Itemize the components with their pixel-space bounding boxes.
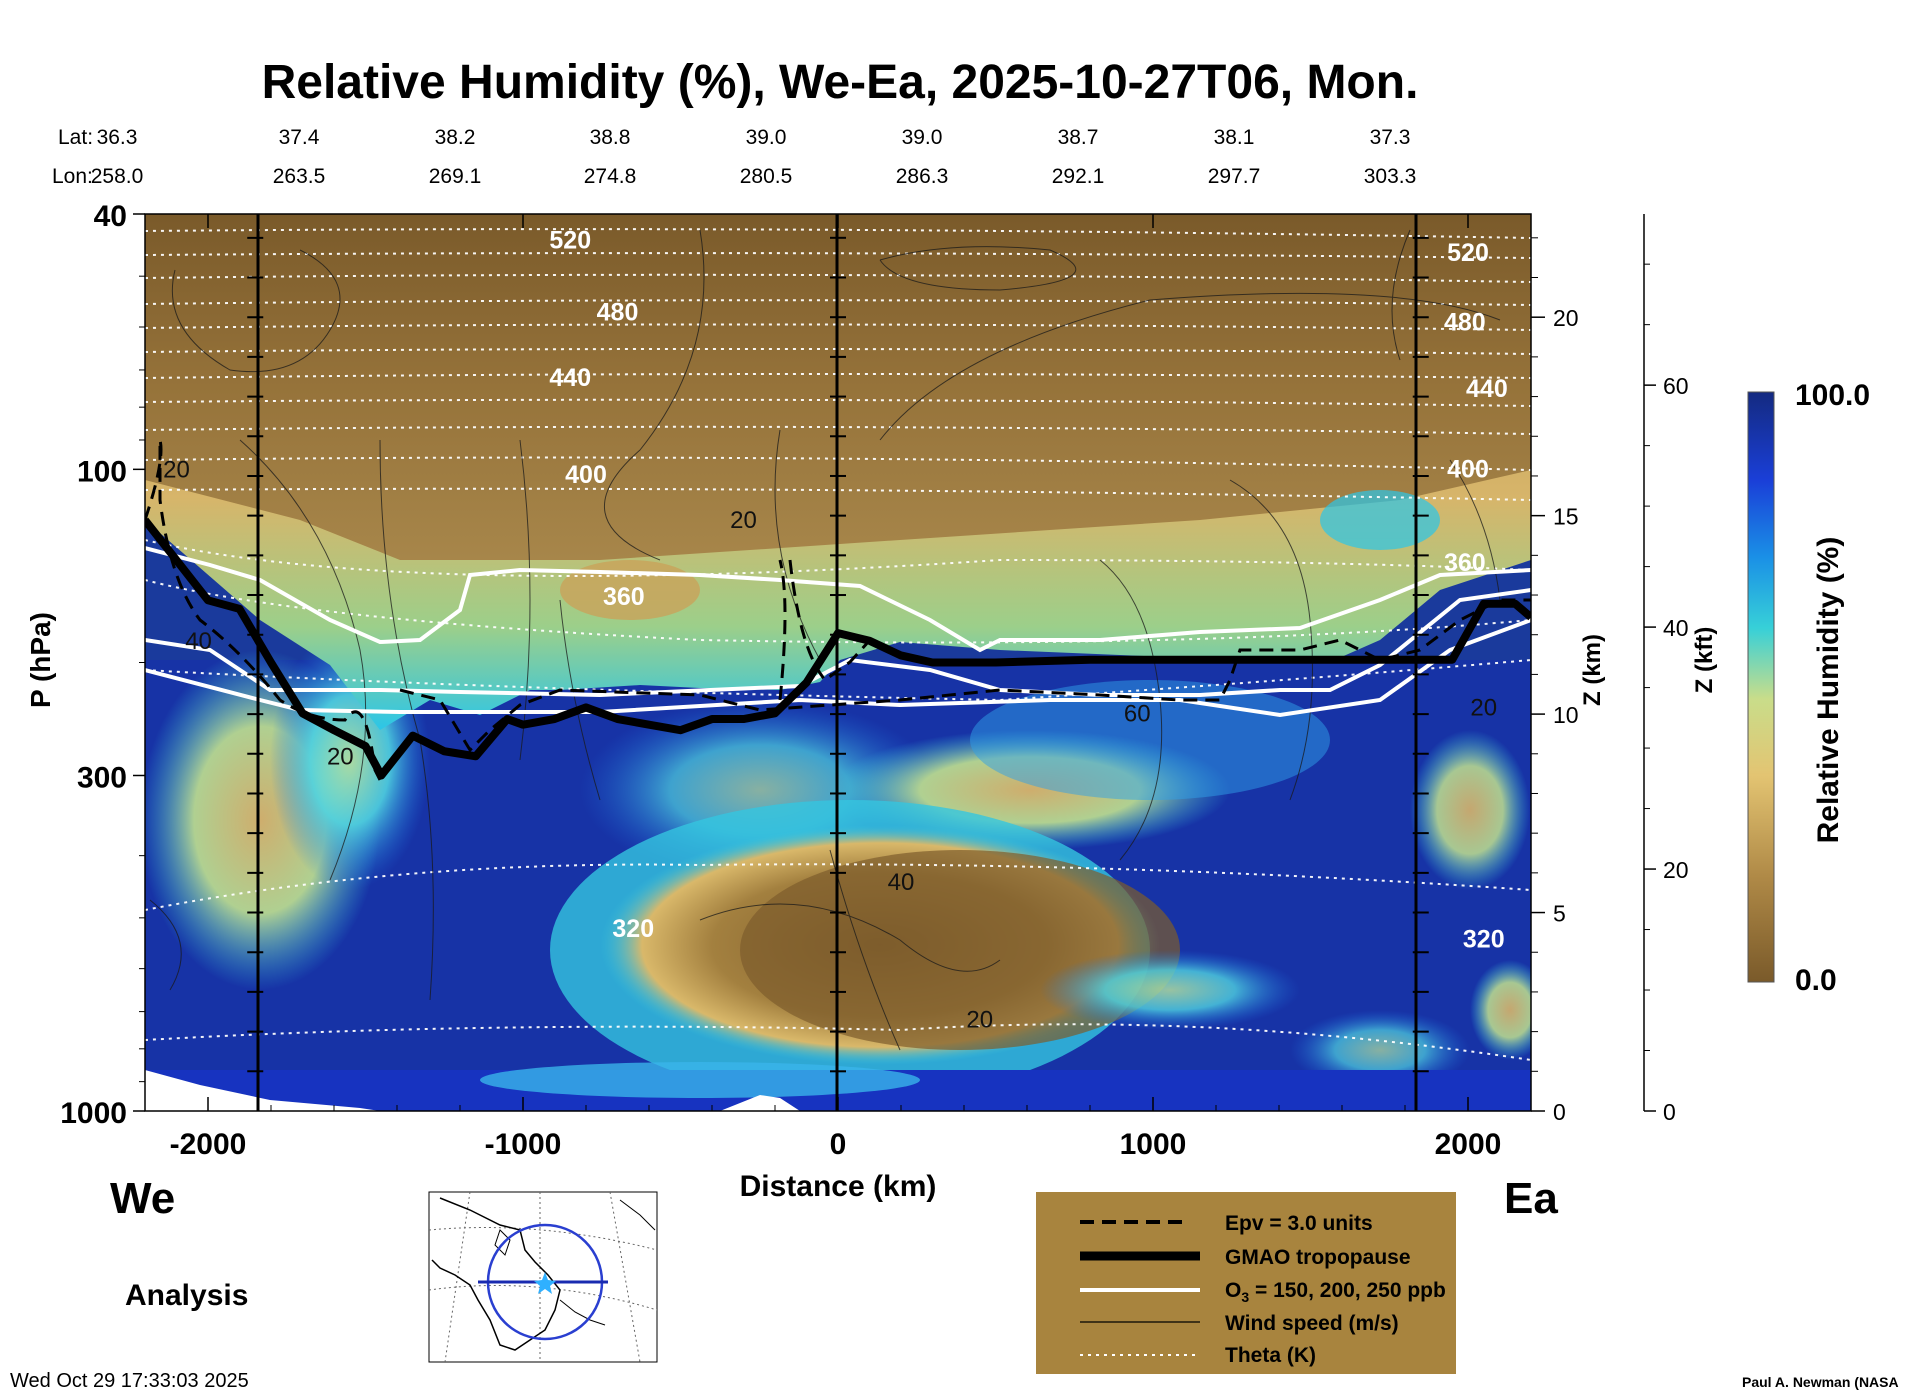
inset-map [428,1191,658,1363]
x-tick-label: 2000 [1435,1128,1502,1161]
x-tick-label: 0 [830,1128,847,1161]
wind-label: 20 [163,456,190,483]
lat-label: Lat: [58,126,93,149]
legend-theta: Theta (K) [1225,1344,1316,1367]
y-axis-label: P (hPa) [25,612,56,708]
wind-contour-labels: 20 40 20 20 40 20 60 20 [163,456,1497,1033]
lat-value: 38.8 [590,126,631,149]
rh-field: 520 480 440 400 360 320 520 480 440 400 360 320 20 4… [145,214,1531,1111]
wind-label: 20 [966,1006,993,1033]
lat-value: 37.4 [279,126,320,149]
theta-contour-labels: 520 480 440 400 360 320 520 480 440 400 360 320 [549,227,1507,954]
legend-ozone-suffix: = 150, 200, 250 ppb [1249,1279,1446,1302]
east-label: Ea [1504,1174,1558,1223]
p-tick-label: 100 [77,455,127,488]
lat-value: 38.7 [1058,126,1099,149]
lon-value: 297.7 [1208,165,1261,188]
lon-value: 263.5 [273,165,326,188]
wind-label: 20 [730,507,757,534]
x-tick-label: -1000 [485,1128,562,1161]
wind-label: 40 [185,628,212,655]
legend-wind: Wind speed (m/s) [1225,1312,1399,1335]
timestamp: Wed Oct 29 17:33:03 2025 [10,1370,249,1392]
legend-epv: Epv = 3.0 units [1225,1212,1373,1235]
z-kft-tick-label: 60 [1663,373,1689,399]
lat-value: 36.3 [97,126,138,149]
west-label: We [110,1174,175,1223]
theta-label: 400 [565,461,607,489]
legend-ozone-sub: 3 [1241,1289,1249,1305]
theta-label: 480 [1444,308,1486,336]
z-kft-axis-ticks: 0 20 40 60 [1644,263,1689,1125]
theta-label: 400 [1447,455,1489,483]
colorbar-title: Relative Humidity (%) [1812,537,1845,844]
p-tick-label: 1000 [60,1097,127,1130]
theta-label: 360 [1444,549,1486,577]
z-kft-tick-label: 20 [1663,857,1689,883]
z-km-tick-label: 15 [1553,504,1579,530]
x-axis-label: Distance (km) [740,1170,937,1203]
theta-label: 520 [549,227,591,255]
z-kft-axis-label: Z (kft) [1691,627,1718,694]
theta-label: 320 [612,915,654,943]
wind-label: 20 [1470,694,1497,721]
lon-value: 269.1 [429,165,482,188]
analysis-label: Analysis [125,1279,248,1312]
p-axis-ticks: 40 100 300 1000 [60,200,145,1130]
colorbar [1747,391,1775,983]
colorbar-min-label: 0.0 [1795,964,1837,997]
lon-value: 274.8 [584,165,637,188]
lat-lon-header: 36.3 37.4 38.2 38.8 39.0 39.0 38.7 38.1 37.3 258.… [91,126,1417,188]
theta-label: 440 [549,364,591,392]
z-km-tick-label: 10 [1553,702,1579,728]
p-tick-label: 40 [94,200,127,233]
x-axis-ticks: -2000 -1000 0 1000 2000 [170,214,1502,1161]
z-km-tick-label: 5 [1553,901,1566,927]
lat-value: 38.1 [1214,126,1255,149]
z-km-tick-label: 0 [1553,1099,1566,1125]
tropopause-line [145,517,1531,780]
z-km-tick-label: 20 [1553,305,1579,331]
lon-value: 258.0 [91,165,144,188]
legend-ozone-prefix: O [1225,1279,1241,1302]
credit: Paul A. Newman (NASA [1742,1374,1899,1390]
lon-label: Lon: [52,165,93,188]
z-kft-tick-label: 40 [1663,615,1689,641]
wind-label: 20 [327,743,354,770]
legend: Epv = 3.0 units GMAO tropopause O3 = 150… [1036,1192,1456,1374]
wind-label: 60 [1124,700,1151,727]
lon-value: 280.5 [740,165,793,188]
theta-label: 520 [1447,239,1489,267]
z-kft-tick-label: 0 [1663,1099,1676,1125]
wind-label: 40 [888,869,915,896]
lat-value: 39.0 [746,126,787,149]
lat-value: 38.2 [435,126,476,149]
p-tick-label: 300 [77,761,127,794]
x-tick-label: 1000 [1120,1128,1187,1161]
theta-label: 480 [597,299,639,327]
theta-label: 440 [1466,375,1508,403]
lat-value: 37.3 [1370,126,1411,149]
z-km-axis-ticks: 0 5 10 15 20 [1531,237,1579,1125]
theta-label: 320 [1463,925,1505,953]
lat-value: 39.0 [902,126,943,149]
lon-value: 303.3 [1364,165,1417,188]
z-km-axis-label: Z (km) [1579,634,1606,706]
theta-label: 360 [603,583,645,611]
chart-title: Relative Humidity (%), We-Ea, 2025-10-27… [262,56,1419,109]
colorbar-max-label: 100.0 [1795,379,1870,412]
x-tick-label: -2000 [170,1128,247,1161]
legend-tropopause: GMAO tropopause [1225,1246,1411,1269]
lon-value: 292.1 [1052,165,1105,188]
legend-ozone: O3 = 150, 200, 250 ppb [1225,1279,1446,1305]
lon-value: 286.3 [896,165,949,188]
